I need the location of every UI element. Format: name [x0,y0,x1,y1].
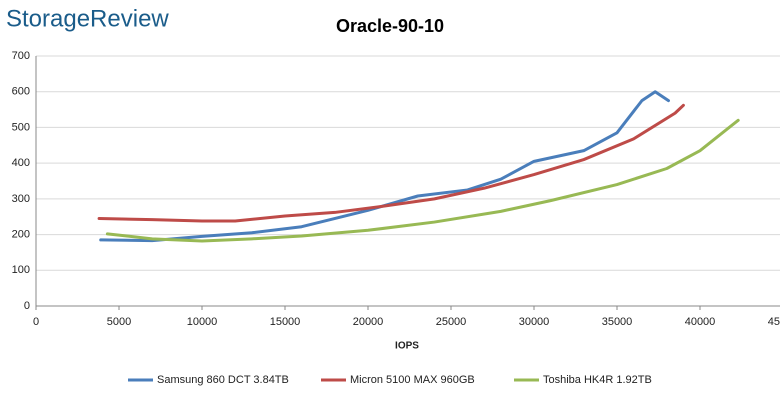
x-tick-label: 35000 [602,316,633,328]
x-tick-label: 0 [33,316,39,328]
y-tick-label: 100 [12,264,30,276]
x-tick-label: 45000 [768,316,780,328]
brand-logo: StorageReview [6,5,169,32]
y-tick-label: 200 [12,228,30,240]
x-tick-label: 20000 [353,316,384,328]
x-tick-label: 25000 [436,316,467,328]
chart-title: Oracle-90-10 [336,16,444,36]
y-tick-label: 300 [12,193,30,205]
series-line [97,103,685,223]
legend-label: Micron 5100 MAX 960GB [350,374,475,386]
y-tick-label: 400 [12,157,30,169]
x-tick-label: 15000 [270,316,301,328]
x-axis-label: IOPS [395,341,419,352]
series-line [105,118,740,243]
y-tick-label: 0 [24,300,30,312]
x-tick-label: 10000 [187,316,218,328]
legend-label: Samsung 860 DCT 3.84TB [157,374,289,386]
x-tick-label: 30000 [519,316,550,328]
y-tick-label: 600 [12,86,30,98]
x-tick-label: 5000 [107,316,131,328]
legend-label: Toshiba HK4R 1.92TB [543,374,652,386]
x-tick-label: 40000 [685,316,716,328]
series-line [99,90,670,243]
y-tick-label: 500 [12,121,30,133]
y-tick-label: 700 [12,50,30,62]
